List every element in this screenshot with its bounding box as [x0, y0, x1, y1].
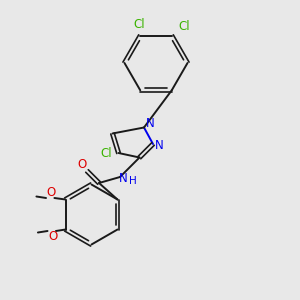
Text: H: H [129, 176, 136, 186]
Text: N: N [118, 172, 127, 185]
Text: Cl: Cl [178, 20, 190, 33]
Text: Cl: Cl [100, 147, 112, 160]
Text: O: O [77, 158, 86, 172]
Text: O: O [47, 185, 56, 199]
Text: N: N [146, 117, 154, 130]
Text: N: N [155, 139, 164, 152]
Text: Cl: Cl [133, 18, 145, 31]
Text: O: O [48, 230, 58, 244]
